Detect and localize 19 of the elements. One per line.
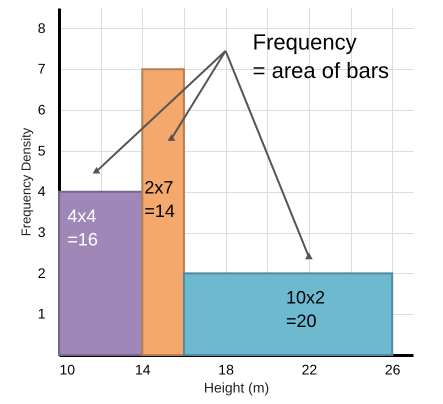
y-tick-label: 1	[38, 306, 46, 322]
x-tick-label: 22	[302, 362, 318, 378]
x-tick-label: 26	[384, 362, 401, 378]
y-tick-label: 7	[38, 60, 46, 77]
x-tick-label: 14	[135, 362, 151, 378]
y-tick-label: 5	[38, 142, 46, 158]
y-tick-label: 3	[38, 224, 46, 240]
y-tick-label: 4	[38, 183, 46, 200]
annotation: 10x2 =20	[286, 288, 326, 332]
x-axis-title: Height (m)	[204, 380, 270, 396]
annotation: Frequency = area of bars	[252, 29, 390, 84]
y-tick-label: 6	[38, 102, 46, 118]
y-axis-title: Frequency Density	[18, 127, 34, 236]
annotation: 4x4 =16	[67, 206, 98, 250]
x-tick-label: 10	[60, 362, 76, 378]
y-tick-label: 8	[38, 20, 46, 36]
x-tick-label: 18	[218, 362, 234, 378]
y-tick-label: 2	[38, 264, 46, 281]
annotation: 2x7 =14	[144, 177, 175, 221]
